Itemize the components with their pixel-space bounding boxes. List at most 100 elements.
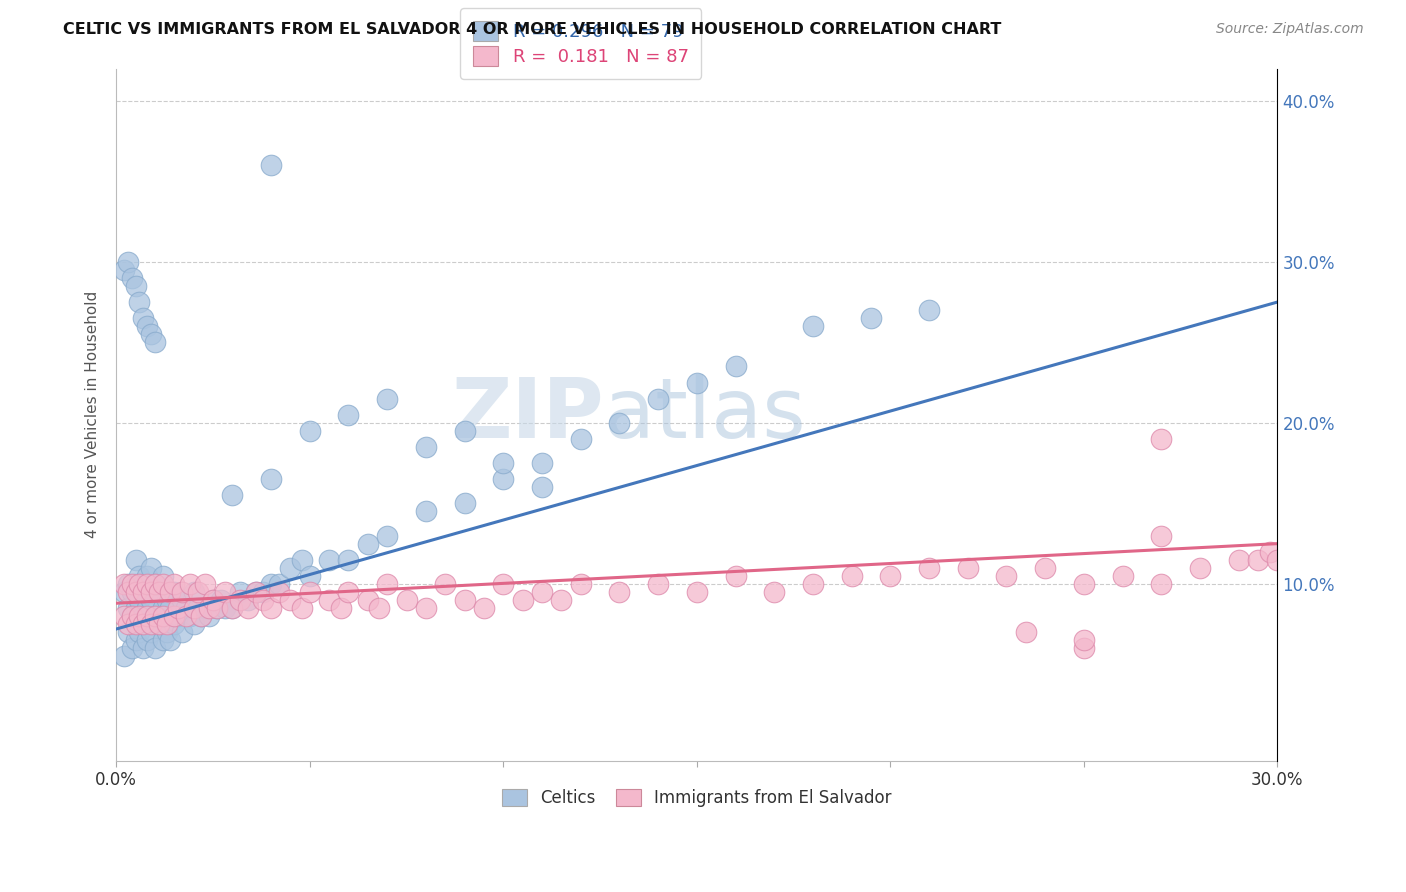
Point <box>139 561 162 575</box>
Point <box>112 609 135 624</box>
Point <box>357 536 380 550</box>
Point <box>245 585 267 599</box>
Point <box>221 488 243 502</box>
Point <box>167 601 190 615</box>
Point <box>531 480 554 494</box>
Point <box>124 577 146 591</box>
Point <box>395 593 418 607</box>
Point <box>647 392 669 406</box>
Point <box>686 376 709 390</box>
Point <box>1285 544 1308 558</box>
Point <box>879 569 901 583</box>
Point <box>229 593 252 607</box>
Point <box>132 311 155 326</box>
Point <box>155 593 177 607</box>
Point <box>143 577 166 591</box>
Point <box>1188 561 1211 575</box>
Point <box>415 504 437 518</box>
Point <box>918 303 941 318</box>
Point <box>194 577 217 591</box>
Point <box>298 569 321 583</box>
Point <box>202 593 225 607</box>
Point <box>143 609 166 624</box>
Point <box>1015 625 1038 640</box>
Point <box>174 601 197 615</box>
Point <box>128 577 150 591</box>
Point <box>609 585 631 599</box>
Point <box>139 593 162 607</box>
Point <box>121 641 143 656</box>
Point <box>221 601 243 615</box>
Point <box>152 633 174 648</box>
Point <box>236 593 259 607</box>
Point <box>453 593 475 607</box>
Point <box>724 569 747 583</box>
Point <box>152 609 174 624</box>
Point <box>152 569 174 583</box>
Point <box>183 617 205 632</box>
Point <box>152 577 174 591</box>
Point <box>298 585 321 599</box>
Point <box>1111 569 1133 583</box>
Point <box>531 585 554 599</box>
Point <box>159 585 181 599</box>
Point <box>132 577 155 591</box>
Point <box>221 601 243 615</box>
Point <box>357 593 380 607</box>
Point <box>260 577 283 591</box>
Point <box>453 496 475 510</box>
Point <box>512 593 534 607</box>
Point <box>117 625 139 640</box>
Point <box>132 617 155 632</box>
Point <box>260 472 283 486</box>
Point <box>1227 553 1250 567</box>
Point <box>179 577 201 591</box>
Text: ZIP: ZIP <box>451 375 605 455</box>
Point <box>724 359 747 374</box>
Point <box>152 601 174 615</box>
Point <box>291 601 314 615</box>
Point <box>143 335 166 350</box>
Point <box>139 625 162 640</box>
Point <box>136 569 159 583</box>
Point <box>198 609 221 624</box>
Point <box>121 609 143 624</box>
Point <box>112 585 135 599</box>
Point <box>801 319 824 334</box>
Point <box>148 585 170 599</box>
Point <box>472 601 495 615</box>
Point <box>139 327 162 342</box>
Point <box>148 617 170 632</box>
Point <box>609 416 631 430</box>
Point <box>190 609 212 624</box>
Point <box>453 424 475 438</box>
Point <box>167 609 190 624</box>
Point <box>143 577 166 591</box>
Point <box>337 585 360 599</box>
Point <box>252 593 274 607</box>
Point <box>174 609 197 624</box>
Point <box>148 585 170 599</box>
Point <box>163 577 186 591</box>
Point <box>801 577 824 591</box>
Point <box>187 601 209 615</box>
Point <box>143 609 166 624</box>
Point <box>1267 553 1289 567</box>
Point <box>252 585 274 599</box>
Point <box>859 311 882 326</box>
Point <box>318 593 340 607</box>
Point <box>492 577 515 591</box>
Point <box>117 601 139 615</box>
Point <box>136 609 159 624</box>
Point <box>280 593 302 607</box>
Point <box>569 432 592 446</box>
Point <box>236 601 259 615</box>
Point <box>170 625 193 640</box>
Point <box>183 601 205 615</box>
Point <box>112 649 135 664</box>
Point <box>1247 553 1270 567</box>
Point <box>415 601 437 615</box>
Point <box>329 601 352 615</box>
Point <box>569 577 592 591</box>
Point <box>132 585 155 599</box>
